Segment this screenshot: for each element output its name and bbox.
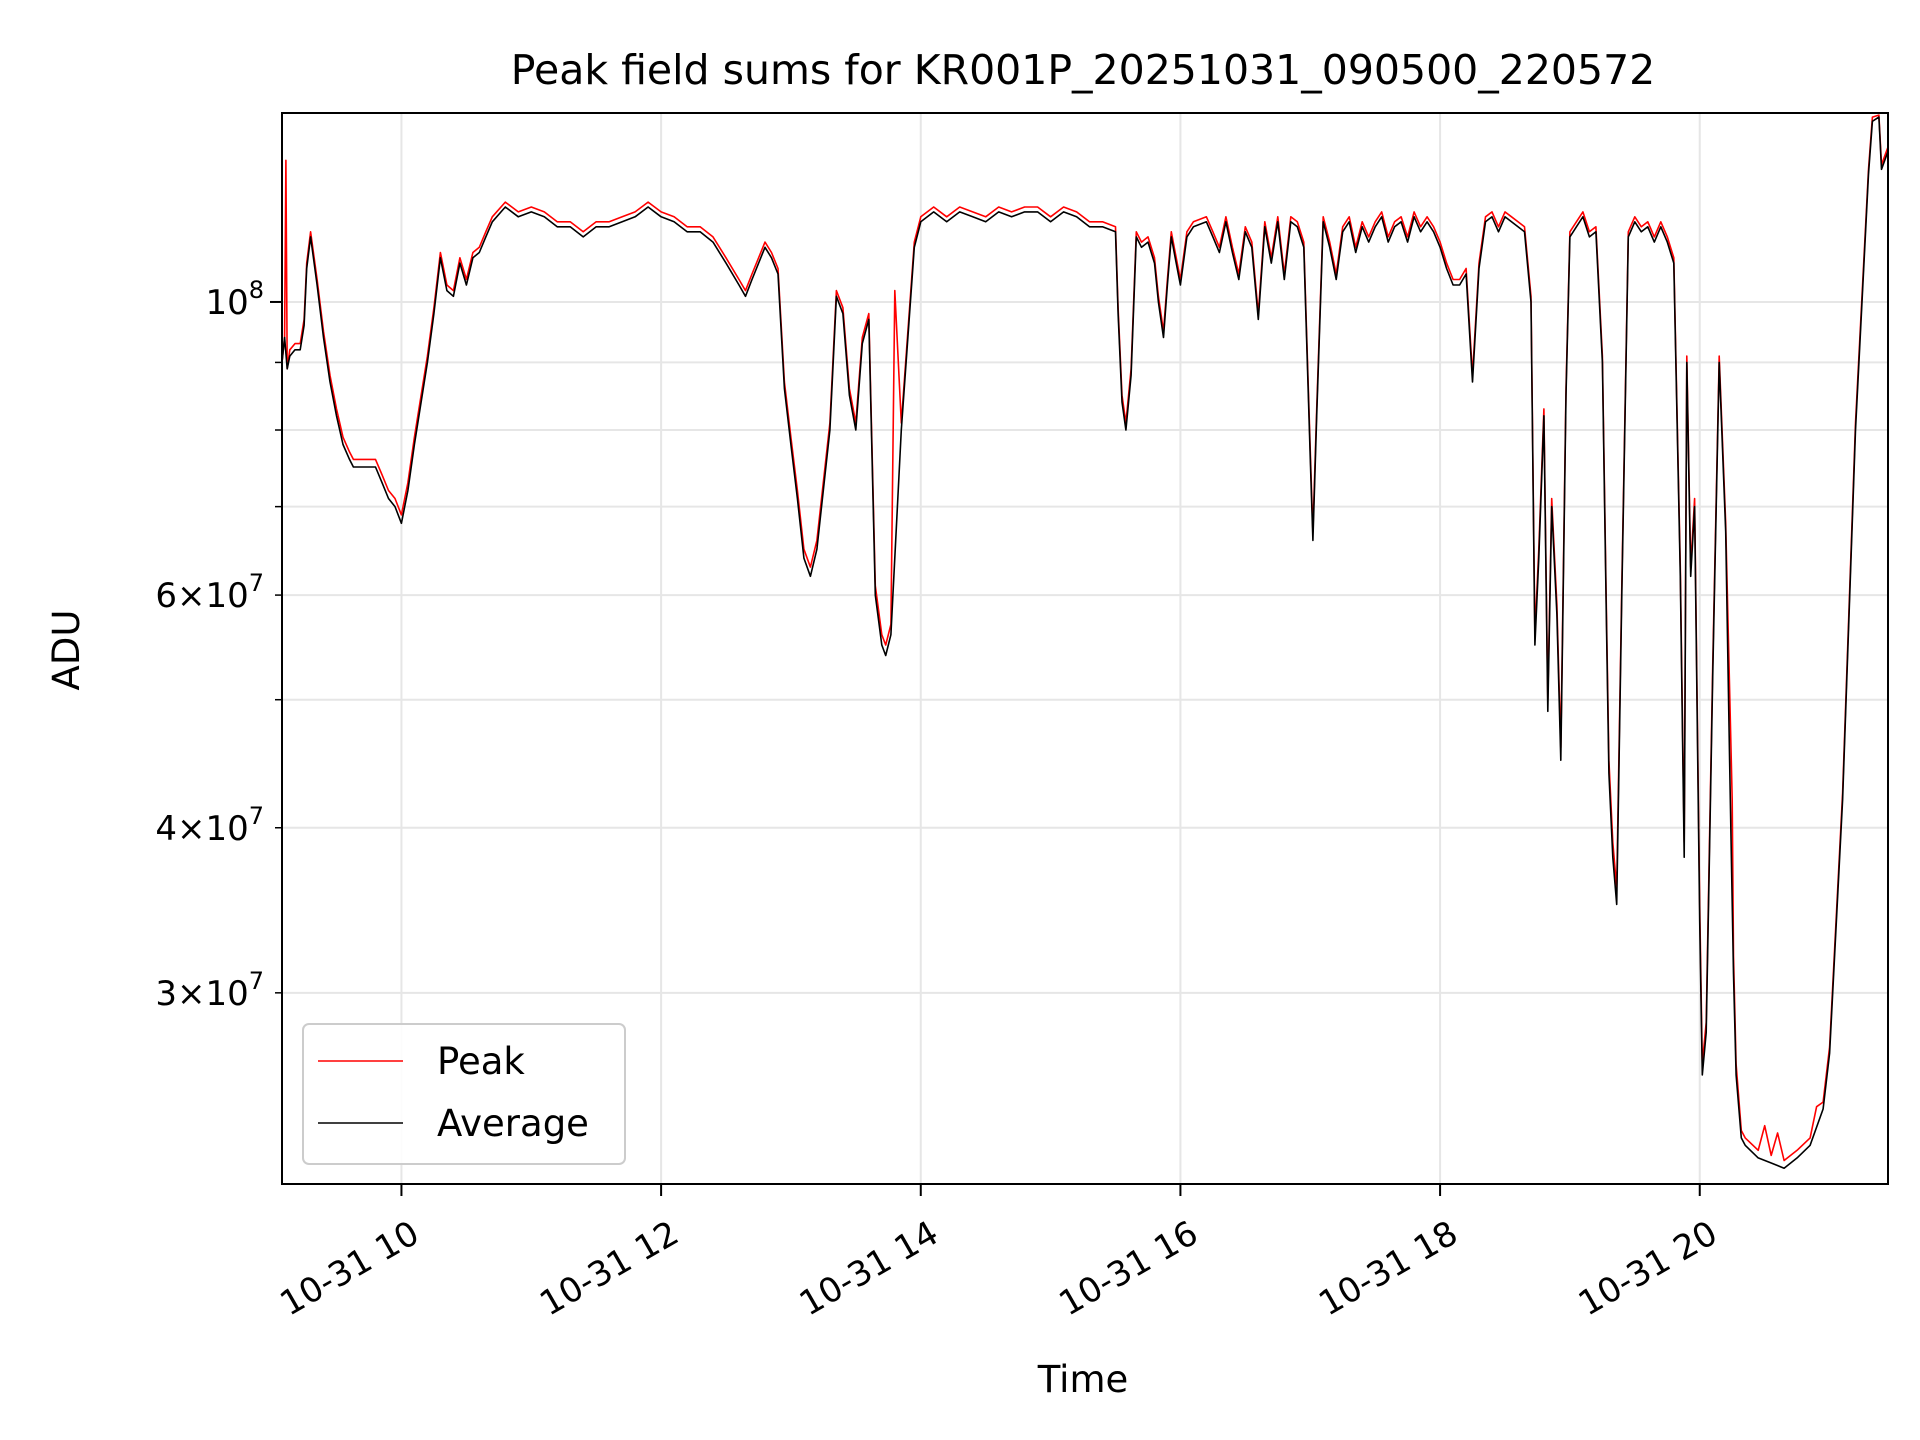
x-axis-label: Time: [1037, 1358, 1129, 1401]
y-tick-base: 10: [205, 283, 248, 323]
times-sign: ×: [177, 809, 206, 849]
y-axis-label: ADU: [45, 610, 88, 691]
y-tick-mantissa: 6: [155, 576, 177, 616]
legend-label-average: Average: [437, 1102, 589, 1145]
y-tick-base: 10: [205, 974, 248, 1014]
times-sign: ×: [177, 974, 206, 1014]
y-tick-mantissa: 3: [155, 974, 177, 1014]
y-tick-label: 108: [205, 276, 264, 323]
y-tick-label: 6×107: [155, 569, 264, 616]
grid-lines: [282, 113, 1888, 1184]
y-tick-exponent: 8: [249, 276, 264, 304]
legend-box: [302, 1023, 626, 1165]
series-line-peak: [282, 114, 1888, 1162]
chart-title: Peak field sums for KR001P_20251031_0905…: [511, 46, 1656, 94]
y-tick-base: 10: [205, 576, 248, 616]
y-tick-label: 4×107: [155, 802, 264, 849]
legend-label-peak: Peak: [437, 1040, 525, 1083]
series-line-average: [282, 116, 1888, 1169]
times-sign: ×: [177, 576, 206, 616]
legend: Peak Average: [302, 1023, 626, 1165]
y-tick-exponent: 7: [249, 967, 264, 995]
series-layer: [282, 114, 1888, 1169]
y-tick-label: 3×107: [155, 967, 264, 1014]
plot-frame: [281, 112, 1889, 1185]
y-tick-exponent: 7: [249, 802, 264, 830]
y-tick-base: 10: [205, 809, 248, 849]
y-tick-mantissa: 4: [155, 809, 177, 849]
y-tick-exponent: 7: [249, 569, 264, 597]
